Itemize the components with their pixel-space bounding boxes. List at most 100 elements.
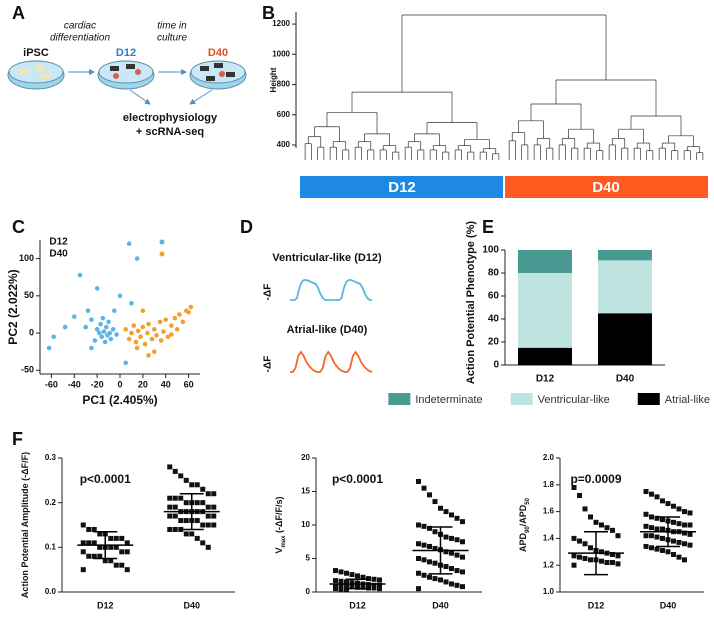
point	[454, 568, 460, 574]
point	[676, 506, 682, 512]
point	[571, 535, 577, 541]
point	[167, 495, 173, 501]
point	[200, 522, 206, 528]
point	[676, 554, 682, 560]
point	[205, 513, 211, 519]
y-tick-label: 0	[493, 360, 499, 371]
point	[344, 587, 349, 593]
point	[180, 319, 186, 325]
legend-label: Ventricular-like	[538, 394, 610, 406]
point	[200, 500, 206, 506]
point	[610, 551, 615, 557]
point	[660, 535, 665, 541]
point	[80, 549, 86, 555]
point	[183, 477, 189, 483]
point	[94, 327, 100, 332]
panel-label: E	[482, 217, 494, 237]
point	[129, 330, 134, 336]
cell	[110, 66, 119, 71]
point	[443, 509, 449, 515]
point	[687, 522, 693, 528]
y-tick-label: 0	[306, 587, 311, 596]
y-axis-label-part: 50	[525, 497, 531, 504]
point	[649, 491, 654, 497]
cell	[200, 66, 209, 71]
point	[460, 539, 465, 545]
legend-label: Atrial-like	[665, 394, 710, 406]
point	[571, 484, 577, 490]
point	[178, 473, 184, 479]
point	[333, 583, 338, 589]
point	[649, 525, 654, 531]
y-axis-label: Vmax (-ΔF/F/s)	[274, 497, 286, 554]
point	[194, 535, 200, 541]
point	[643, 543, 649, 549]
y-tick-label: 1.4	[543, 534, 555, 543]
point	[183, 500, 189, 506]
point	[654, 526, 660, 532]
point	[615, 561, 621, 567]
point	[604, 525, 610, 531]
point	[443, 579, 449, 585]
point	[610, 527, 615, 533]
point	[98, 321, 103, 327]
point	[149, 336, 155, 342]
point	[106, 319, 111, 325]
point	[211, 522, 217, 528]
y-axis-label: Action Potential Amplitude (-ΔF/F)	[20, 452, 30, 598]
point	[157, 319, 163, 325]
trace-line	[290, 350, 373, 373]
point	[131, 323, 137, 328]
x-tick-label: -20	[91, 379, 104, 389]
legend-swatch	[159, 251, 165, 257]
point	[660, 517, 665, 523]
x-tick-label: D12	[349, 600, 366, 610]
point	[174, 327, 180, 332]
x-tick-label: -60	[45, 379, 58, 389]
point	[189, 531, 195, 537]
point	[107, 330, 113, 336]
point	[649, 533, 654, 539]
cell	[34, 65, 46, 71]
y-tick-label: 100	[19, 253, 34, 263]
point	[682, 530, 687, 536]
point	[615, 533, 621, 539]
cell	[18, 68, 30, 74]
point	[449, 512, 454, 518]
point	[599, 549, 604, 555]
point	[205, 504, 211, 510]
point	[333, 568, 338, 574]
point	[571, 553, 577, 559]
point	[108, 544, 114, 550]
point	[571, 562, 577, 568]
point	[421, 485, 427, 491]
y-axis-label: -ΔF	[263, 284, 274, 301]
y-tick-label: 0.3	[45, 453, 57, 462]
point	[113, 562, 119, 568]
point	[194, 518, 200, 524]
cell	[40, 73, 52, 79]
point	[427, 492, 432, 498]
y-tick-label: 400	[277, 140, 291, 149]
point	[371, 576, 377, 582]
point	[604, 560, 610, 566]
x-tick-label: -40	[68, 379, 81, 389]
trace-title: Ventricular-like (D12)	[272, 252, 382, 264]
point	[338, 586, 344, 592]
cell	[214, 63, 223, 68]
bar-segment	[518, 347, 572, 365]
y-tick-label: 1.0	[543, 587, 555, 596]
x-tick-label: 60	[184, 379, 194, 389]
point	[360, 584, 366, 590]
point	[687, 542, 693, 548]
point	[134, 345, 140, 351]
y-tick-label: 0	[29, 327, 34, 337]
legend-swatch	[159, 239, 165, 245]
y-tick-label: 20	[488, 337, 500, 348]
x-tick-label: D40	[432, 600, 449, 610]
y-tick-label: 1.2	[543, 560, 555, 569]
point	[169, 332, 174, 337]
point	[427, 559, 432, 565]
point	[211, 504, 217, 510]
point	[86, 526, 92, 532]
